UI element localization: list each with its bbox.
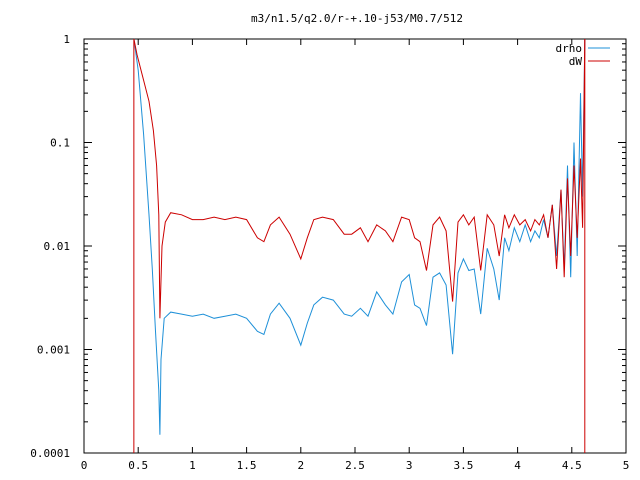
legend-label: drho — [556, 42, 583, 55]
legend-label: dW — [569, 55, 583, 68]
y-tick-label: 0.0001 — [30, 447, 70, 460]
y-axis: 0.0001 0.001 0.01 0.1 1 — [30, 33, 626, 460]
x-tick-label: 1 — [189, 459, 196, 472]
series-line-drho — [133, 38, 586, 435]
x-tick-label: 0.5 — [128, 459, 148, 472]
x-tick-label: 5 — [623, 459, 630, 472]
series-layer — [133, 38, 586, 453]
x-tick-label: 3.5 — [453, 459, 473, 472]
x-axis: 0 0.5 1 1.5 2 2.5 3 3.5 4 4.5 5 — [81, 39, 630, 472]
x-tick-label: 4 — [514, 459, 521, 472]
series-line-dW — [133, 38, 586, 319]
x-tick-label: 4.5 — [562, 459, 582, 472]
x-tick-label: 2 — [297, 459, 304, 472]
x-tick-label: 2.5 — [345, 459, 365, 472]
chart-title: m3/n1.5/q2.0/r-+.10-j53/M0.7/512 — [251, 12, 463, 25]
y-tick-label: 1 — [63, 33, 70, 46]
y-tick-label: 0.01 — [44, 240, 71, 253]
plot-frame — [83, 38, 627, 454]
x-tick-label: 0 — [81, 459, 88, 472]
x-tick-label: 1.5 — [237, 459, 257, 472]
x-tick-label: 3 — [406, 459, 413, 472]
y-tick-label: 0.1 — [50, 137, 70, 150]
y-tick-label: 0.001 — [37, 344, 70, 357]
